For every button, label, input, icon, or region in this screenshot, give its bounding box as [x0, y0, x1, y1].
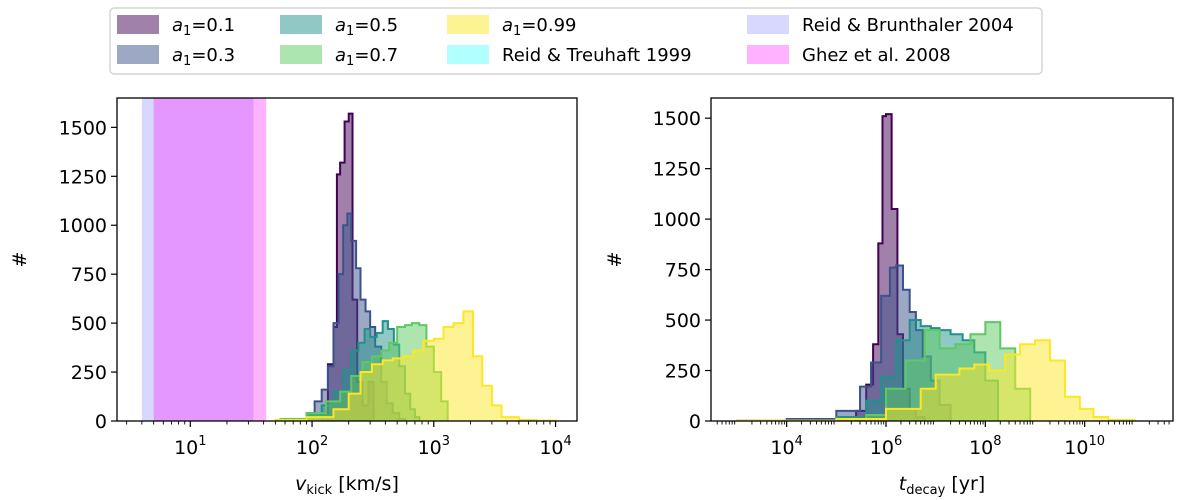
y-tick-label: 250 — [665, 361, 701, 383]
legend-label: a1=0.1 — [172, 15, 235, 39]
y-tick-label: 750 — [665, 260, 701, 282]
legend-swatch — [280, 45, 322, 64]
histogram-outline — [735, 339, 1136, 421]
histogram-fill — [275, 311, 556, 421]
legend-label: a1=0.7 — [335, 45, 398, 69]
histogram-outline — [865, 321, 1032, 421]
legend-swatch — [280, 15, 322, 34]
legend-label: Reid & Treuhaft 1999 — [502, 45, 692, 66]
y-tick-label: 500 — [665, 310, 701, 332]
y-tick-label: 0 — [95, 411, 107, 433]
x-tick-label: 1010 — [1064, 434, 1105, 459]
legend-frame — [109, 7, 1043, 75]
chart-left-vkick: 0 250 500 750 1000 1250 1500 101 102 103 104 vkick … — [9, 97, 578, 498]
axes-frame — [710, 97, 1174, 422]
x-tick-label: 106 — [870, 434, 902, 459]
shaded-band — [141, 98, 254, 421]
y-tick-label: 1500 — [653, 108, 701, 130]
x-axis-label: tdecay [yr] — [899, 473, 985, 498]
legend-swatch — [447, 15, 489, 34]
y-axis-label: # — [9, 252, 31, 268]
legend-swatch — [447, 45, 489, 64]
legend-label: a1=0.5 — [335, 15, 398, 39]
histogram-outline — [274, 310, 557, 421]
y-tick-label: 1000 — [653, 209, 701, 231]
x-tick-label: 101 — [174, 434, 206, 459]
y-axis-label: # — [604, 252, 626, 268]
y-tick-label: 250 — [71, 362, 107, 384]
chart-right-tdecay: 0 250 500 750 1000 1250 1500 104 106 108 1010 tdeca… — [604, 97, 1174, 498]
x-tick-label: 102 — [296, 434, 328, 459]
y-tick-label: 1250 — [653, 159, 701, 181]
y-tick-label: 1250 — [59, 166, 107, 188]
y-tick-label: 0 — [689, 411, 701, 433]
legend: a1=0.1 a1=0.3 a1=0.5 a1=0.7 a1=0.99 Reid & Tr… — [109, 7, 1043, 75]
axes-frame — [116, 97, 578, 422]
legend-swatch — [117, 15, 159, 34]
x-tick-label: 108 — [969, 434, 1001, 459]
legend-label: a1=0.3 — [172, 45, 235, 69]
y-tick-label: 1000 — [59, 215, 107, 237]
x-tick-label: 104 — [770, 434, 802, 459]
legend-label: Ghez et al. 2008 — [802, 45, 951, 66]
legend-swatch — [117, 45, 159, 64]
shaded-band — [153, 98, 267, 421]
x-tick-label: 103 — [418, 434, 450, 459]
y-tick-label: 500 — [71, 313, 107, 335]
legend-label: Reid & Brunthaler 2004 — [802, 15, 1014, 36]
x-tick-label: 104 — [539, 434, 571, 459]
legend-swatch — [747, 45, 789, 64]
legend-swatch — [747, 15, 789, 34]
y-tick-label: 1500 — [59, 117, 107, 139]
x-axis-label: vkick [km/s] — [295, 473, 399, 498]
y-tick-label: 750 — [71, 264, 107, 286]
legend-label: a1=0.99 — [502, 15, 576, 39]
